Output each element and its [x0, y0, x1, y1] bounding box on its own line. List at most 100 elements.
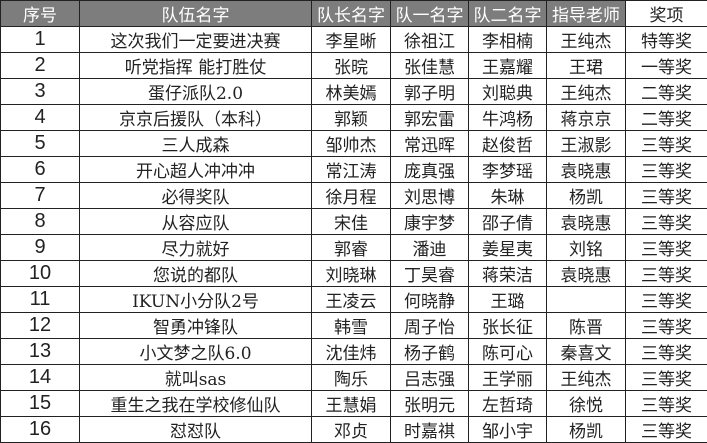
cell-member-two: 陈可心	[469, 339, 547, 365]
cell-advisor: 徐悦	[547, 391, 626, 417]
cell-member-two: 姜星夷	[469, 235, 547, 261]
cell-award: 三等奖	[626, 417, 707, 443]
cell-member-one: 徐祖江	[391, 27, 469, 53]
cell-index: 3	[1, 79, 80, 105]
cell-advisor: 蒋京京	[547, 105, 626, 131]
cell-member-one: 周子怡	[391, 313, 469, 339]
header-member-two: 队二名字	[469, 1, 547, 27]
cell-captain: 韩雪	[312, 313, 391, 339]
cell-member-two: 张长征	[469, 313, 547, 339]
cell-advisor: 王纯杰	[547, 79, 626, 105]
cell-index: 12	[1, 313, 80, 339]
cell-captain: 王慧娟	[312, 391, 391, 417]
cell-award: 三等奖	[626, 287, 707, 313]
cell-award: 一等奖	[626, 53, 707, 79]
cell-member-one: 时嘉祺	[391, 417, 469, 443]
cell-member-two: 牛鸿杨	[469, 105, 547, 131]
cell-captain: 宋佳	[312, 209, 391, 235]
cell-advisor: 杨凯	[547, 183, 626, 209]
cell-member-two: 李相楠	[469, 27, 547, 53]
cell-team-name: 开心超人冲冲冲	[80, 157, 312, 183]
cell-member-two: 王学丽	[469, 365, 547, 391]
cell-advisor: 陈晋	[547, 313, 626, 339]
cell-index: 10	[1, 261, 80, 287]
header-award: 奖项	[626, 1, 707, 27]
cell-team-name: 尽力就好	[80, 235, 312, 261]
cell-member-two: 王嘉耀	[469, 53, 547, 79]
cell-team-name: 蛋仔派队2.0	[80, 79, 312, 105]
cell-team-name: 听党指挥 能打胜仗	[80, 53, 312, 79]
cell-member-one: 丁昊睿	[391, 261, 469, 287]
cell-advisor: 袁晓惠	[547, 261, 626, 287]
cell-award: 三等奖	[626, 209, 707, 235]
header-index: 序号	[1, 1, 80, 27]
header-advisor: 指导老师	[547, 1, 626, 27]
cell-index: 15	[1, 391, 80, 417]
cell-member-two: 李梦瑶	[469, 157, 547, 183]
cell-index: 16	[1, 417, 80, 443]
cell-award: 三等奖	[626, 157, 707, 183]
cell-advisor: 袁晓惠	[547, 209, 626, 235]
cell-captain: 邹帅杰	[312, 131, 391, 157]
cell-team-name: 从容应队	[80, 209, 312, 235]
cell-captain: 陶乐	[312, 365, 391, 391]
cell-award: 三等奖	[626, 261, 707, 287]
cell-index: 13	[1, 339, 80, 365]
cell-captain: 徐月程	[312, 183, 391, 209]
cell-award: 三等奖	[626, 313, 707, 339]
cell-advisor: 秦喜文	[547, 339, 626, 365]
cell-member-one: 刘思博	[391, 183, 469, 209]
cell-award: 三等奖	[626, 235, 707, 261]
cell-member-two: 王璐	[469, 287, 547, 313]
cell-index: 14	[1, 365, 80, 391]
cell-team-name: 怼怼队	[80, 417, 312, 443]
cell-team-name: 这次我们一定要进决赛	[80, 27, 312, 53]
cell-member-one: 吕志强	[391, 365, 469, 391]
header-team-name: 队伍名字	[80, 1, 312, 27]
cell-captain: 郭睿	[312, 235, 391, 261]
cell-team-name: 智勇冲锋队	[80, 313, 312, 339]
cell-captain: 沈佳炜	[312, 339, 391, 365]
cell-index: 1	[1, 27, 80, 53]
cell-member-two: 朱琳	[469, 183, 547, 209]
cell-member-one: 庞真强	[391, 157, 469, 183]
cell-team-name: 三人成森	[80, 131, 312, 157]
cell-captain: 李星晰	[312, 27, 391, 53]
cell-captain: 林美嫣	[312, 79, 391, 105]
cell-team-name: 重生之我在学校修仙队	[80, 391, 312, 417]
cell-index: 8	[1, 209, 80, 235]
cell-index: 11	[1, 287, 80, 313]
cell-team-name: IKUN小分队2号	[80, 287, 312, 313]
header-captain: 队长名字	[312, 1, 391, 27]
cell-award: 特等奖	[626, 27, 707, 53]
cell-member-one: 常迅晖	[391, 131, 469, 157]
cell-advisor: 王淑影	[547, 131, 626, 157]
cell-captain: 郭颖	[312, 105, 391, 131]
cell-award: 二等奖	[626, 105, 707, 131]
header-member-one: 队一名字	[391, 1, 469, 27]
cell-team-name: 必得奖队	[80, 183, 312, 209]
cell-captain: 邓贞	[312, 417, 391, 443]
cell-advisor: 刘铭	[547, 235, 626, 261]
cell-index: 4	[1, 105, 80, 131]
cell-member-one: 杨子鹤	[391, 339, 469, 365]
cell-award: 三等奖	[626, 365, 707, 391]
cell-award: 三等奖	[626, 391, 707, 417]
cell-advisor: 王纯杰	[547, 27, 626, 53]
cell-advisor: 王纯杰	[547, 365, 626, 391]
cell-member-two: 邹小宇	[469, 417, 547, 443]
cell-member-two: 刘聪典	[469, 79, 547, 105]
